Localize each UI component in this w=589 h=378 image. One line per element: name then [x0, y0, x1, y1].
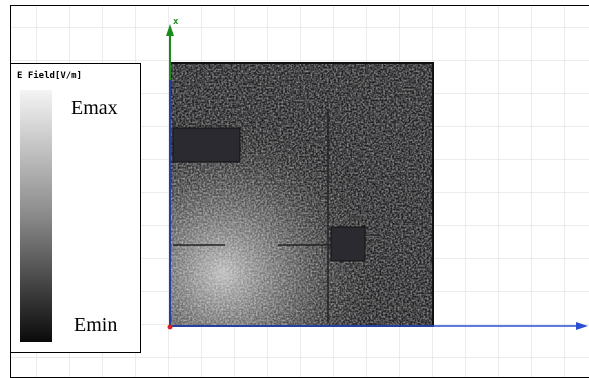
field-plot	[169, 62, 434, 327]
legend-title: E Field[V/m]	[17, 70, 82, 81]
port-block	[172, 127, 241, 163]
axes: x	[166, 17, 588, 330]
legend: E Field[V/m] Emax Emin	[10, 63, 141, 353]
color-bar	[20, 90, 52, 342]
axis-label: x	[173, 17, 179, 27]
legend-min: Emin	[74, 314, 117, 336]
port-block	[330, 226, 366, 262]
legend-max: Emax	[71, 97, 118, 119]
